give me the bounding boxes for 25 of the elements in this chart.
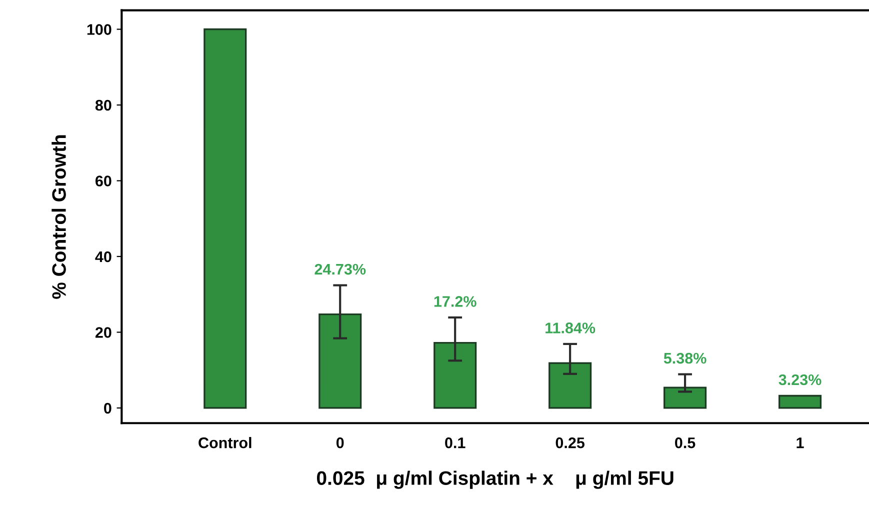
x-tick-label: Control bbox=[198, 437, 252, 448]
y-tick-label: 60 bbox=[96, 176, 112, 186]
y-tick-label: 80 bbox=[95, 100, 112, 111]
y-tick-label: 20 bbox=[95, 327, 112, 338]
x-tick-label: 1 bbox=[796, 438, 804, 448]
x-tick-label: 0.25 bbox=[556, 437, 585, 448]
y-tick-label: 0 bbox=[104, 402, 112, 414]
data-label: 11.84% bbox=[546, 322, 596, 334]
y-tick-label: 100 bbox=[87, 24, 112, 35]
data-label: 24.73% bbox=[314, 264, 366, 275]
x-tick-label: 0.5 bbox=[675, 437, 696, 448]
bar bbox=[318, 313, 362, 409]
x-axis-title: 0.025 μ g/ml Cisplatin + x μ g/ml 5FU bbox=[316, 470, 674, 489]
y-axis-title: % Control Growth bbox=[52, 135, 66, 299]
bar bbox=[204, 28, 247, 409]
x-tick-label: 0.1 bbox=[445, 437, 466, 448]
bar bbox=[434, 342, 477, 409]
bar bbox=[778, 394, 822, 409]
data-label: 17.2% bbox=[434, 296, 476, 307]
x-tick-label: 0 bbox=[336, 437, 344, 448]
bar bbox=[664, 386, 707, 409]
data-label: 3.23% bbox=[778, 374, 822, 386]
y-tick-label: 40 bbox=[95, 251, 112, 262]
bar bbox=[548, 362, 592, 409]
data-label: 5.38% bbox=[664, 352, 706, 364]
